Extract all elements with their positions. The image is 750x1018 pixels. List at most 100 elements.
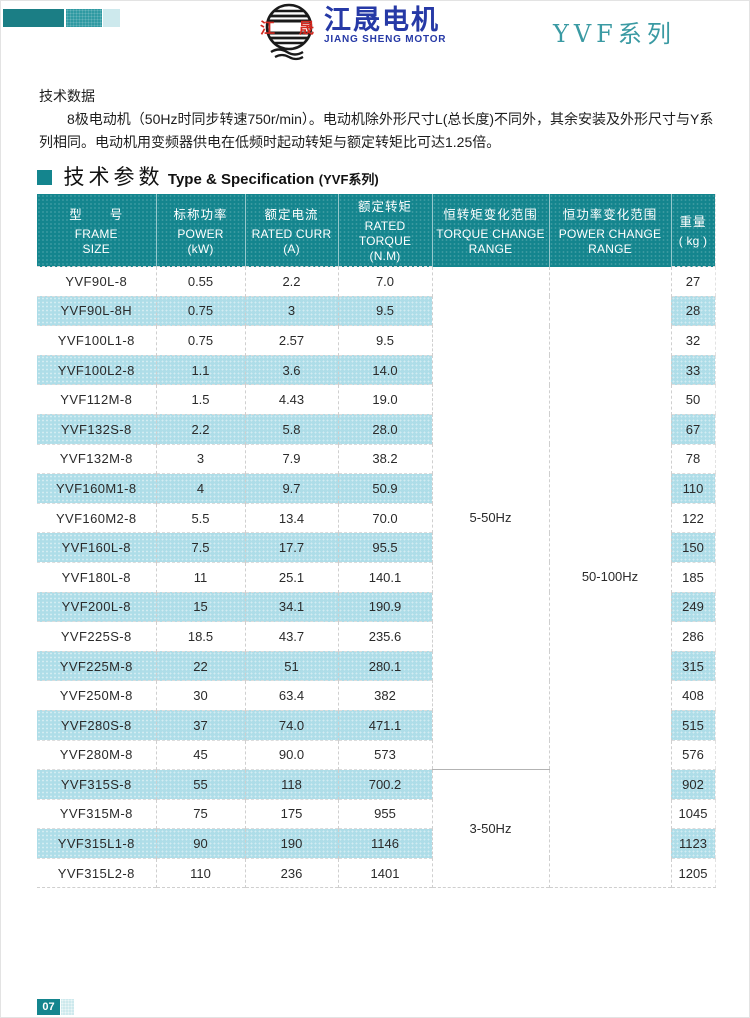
model-cell: YVF315L2-8	[37, 857, 156, 888]
model-cell: YVF315S-8	[37, 769, 156, 800]
power-cell: 90	[155, 828, 245, 859]
model-cell: YVF250M-8	[37, 680, 156, 711]
model-cell: YVF132S-8	[37, 413, 156, 445]
model-cell: YVF100L2-8	[37, 354, 156, 385]
torque-cell: 19.0	[337, 384, 432, 415]
weight-cell: 249	[670, 591, 715, 622]
model-cell: YVF160M2-8	[37, 502, 156, 533]
power-cell: 0.75	[155, 325, 245, 356]
table-row: YVF100L2-8 1.1 3.6 14.0 33	[37, 354, 715, 385]
col-header-power-change-range: 恒功率变化范围 POWER CHANGE RANGE	[548, 194, 671, 267]
model-cell: YVF315M-8	[37, 798, 156, 829]
col-header-rated-current: 额定电流 RATED CURR (A)	[244, 194, 338, 267]
power-cell: 0.55	[155, 266, 245, 297]
model-cell: YVF225S-8	[37, 621, 156, 652]
section-title-en: Type & Specification	[167, 171, 315, 188]
table-row: YVF280S-8 37 74.0 471.1 515	[37, 709, 715, 740]
col-header-rated-torque: 额定转矩 RATED TORQUE (N.M)	[337, 194, 432, 267]
torque-cell: 1401	[337, 857, 432, 888]
col-header-torque-change-range: 恒转矩变化范围 TORQUE CHANGE RANGE	[431, 194, 549, 267]
power-cell: 110	[155, 857, 245, 888]
model-cell: YVF90L-8H	[37, 295, 156, 326]
table-row: YVF160L-8 7.5 17.7 95.5 150	[37, 532, 715, 563]
weight-cell: 50	[670, 384, 715, 415]
torque-cell: 235.6	[337, 621, 432, 652]
current-cell: 236	[244, 857, 338, 888]
torque-cell: 9.5	[337, 295, 432, 326]
current-cell: 51	[244, 650, 338, 681]
torque-range-cell: 3-50Hz	[431, 769, 549, 888]
table-row: YVF160M1-8 4 9.7 50.9 110	[37, 473, 715, 504]
weight-cell: 576	[670, 739, 715, 770]
table-row: YVF315L2-8 110 236 1401 1205	[37, 857, 715, 888]
table-row: YVF180L-8 11 25.1 140.1 185	[37, 561, 715, 593]
torque-cell: 9.5	[337, 325, 432, 356]
model-cell: YVF315L1-8	[37, 828, 156, 859]
power-cell: 15	[155, 591, 245, 622]
weight-cell: 315	[670, 650, 715, 681]
torque-cell: 382	[337, 680, 432, 711]
torque-cell: 573	[337, 739, 432, 770]
table-row: YVF280M-8 45 90.0 573 576	[37, 739, 715, 770]
section-heading: 技术参数 Type & Specification (YVF系列)	[37, 161, 727, 191]
torque-cell: 7.0	[337, 266, 432, 297]
power-cell: 1.1	[155, 354, 245, 385]
torque-cell: 955	[337, 798, 432, 829]
power-cell: 1.5	[155, 384, 245, 415]
col-header-power: 标称功率 POWER (kW)	[155, 194, 245, 267]
weight-cell: 33	[670, 354, 715, 385]
section-title-sub: (YVF系列)	[318, 172, 379, 187]
model-cell: YVF160L-8	[37, 532, 156, 563]
section-title-cn: 技术参数	[63, 166, 164, 189]
weight-cell: 286	[670, 621, 715, 652]
model-cell: YVF100L1-8	[37, 325, 156, 356]
model-cell: YVF132M-8	[37, 443, 156, 474]
weight-cell: 28	[670, 295, 715, 326]
decor-block-mid	[66, 9, 102, 27]
current-cell: 190	[244, 828, 338, 859]
current-cell: 90.0	[244, 739, 338, 770]
intro-block: 技术数据 8极电动机（50Hz时同步转速750r/min）。电动机除外形尺寸L(…	[39, 85, 717, 154]
current-cell: 3	[244, 295, 338, 326]
torque-cell: 140.1	[337, 561, 432, 593]
torque-cell: 471.1	[337, 709, 432, 740]
model-cell: YVF90L-8	[37, 266, 156, 297]
table-row: YVF315M-8 75 175 955 1045	[37, 798, 715, 829]
torque-cell: 38.2	[337, 443, 432, 474]
power-cell: 37	[155, 709, 245, 740]
page-number-badge: 07	[37, 999, 60, 1015]
model-cell: YVF200L-8	[37, 591, 156, 622]
torque-cell: 700.2	[337, 769, 432, 800]
current-cell: 5.8	[244, 413, 338, 445]
current-cell: 25.1	[244, 561, 338, 593]
table-row: YVF225M-8 22 51 280.1 315	[37, 650, 715, 681]
torque-cell: 1146	[337, 828, 432, 859]
logo-char-1: 江	[260, 19, 275, 37]
col-header-weight: 重量 ( kg )	[670, 194, 715, 267]
torque-cell: 70.0	[337, 502, 432, 533]
intro-paragraph: 8极电动机（50Hz时同步转速750r/min）。电动机除外形尺寸L(总长度)不…	[39, 111, 714, 150]
torque-range-cell: 5-50Hz	[431, 266, 549, 770]
current-cell: 63.4	[244, 680, 338, 711]
table-row: YVF315L1-8 90 190 1146 1123	[37, 828, 715, 859]
power-range-cell: 50-100Hz	[548, 266, 671, 888]
weight-cell: 408	[670, 680, 715, 711]
brand-text: 江晟电机 JIANG SHENG MOTOR	[324, 7, 446, 46]
brand-logo-icon: 江 晟	[259, 2, 319, 67]
table-row: YVF112M-8 1.5 4.43 19.0 50	[37, 384, 715, 415]
table-row: YVF250M-8 30 63.4 382 408	[37, 680, 715, 711]
power-cell: 3	[155, 443, 245, 474]
weight-cell: 27	[670, 266, 715, 297]
current-cell: 175	[244, 798, 338, 829]
intro-title: 技术数据	[39, 88, 95, 104]
table-row: YVF315S-8 55 118 700.2 3-50Hz 902	[37, 769, 715, 888]
current-cell: 74.0	[244, 709, 338, 740]
col-header-frame-size: 型 号 FRAME SIZE	[37, 194, 156, 267]
model-cell: YVF160M1-8	[37, 473, 156, 504]
current-cell: 9.7	[244, 473, 338, 504]
model-cell: YVF280M-8	[37, 739, 156, 770]
spec-table-body: YVF90L-8 0.55 2.2 7.0 5-50Hz 50-100Hz 27 YVF90L…	[37, 266, 715, 888]
model-cell: YVF180L-8	[37, 561, 156, 593]
power-cell: 55	[155, 769, 245, 800]
current-cell: 2.57	[244, 325, 338, 356]
